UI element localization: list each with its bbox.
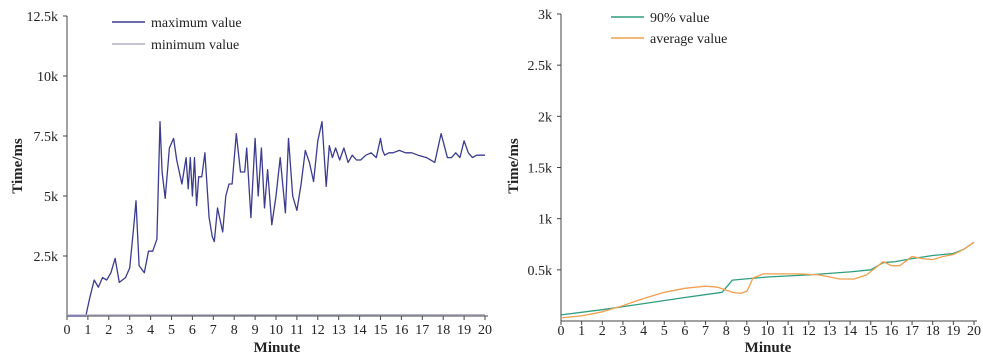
x-tick-label: 18	[436, 323, 450, 338]
x-tick-label: 2	[599, 324, 606, 339]
x-tick-label: 6	[189, 323, 196, 338]
x-tick-label: 3	[126, 323, 133, 338]
y-tick-label: 2k	[538, 110, 552, 125]
y-tick-label: 1k	[538, 213, 552, 228]
x-tick-label: 6	[681, 324, 688, 339]
x-tick-label: 10	[761, 324, 775, 339]
legend-label-90pct: 90% value	[650, 11, 709, 26]
legend-label-maximum: maximum value	[151, 16, 242, 31]
x-tick-label: 9	[743, 324, 750, 339]
legend-right: 90% value average value	[611, 11, 727, 47]
x-tick-label: 7	[702, 324, 709, 339]
x-tick-label: 5	[168, 323, 175, 338]
x-tick-label: 0	[64, 323, 71, 338]
y-tick-label: 2.5k	[528, 59, 553, 74]
x-tick-label: 19	[457, 323, 471, 338]
y-tick-label: 7.5k	[34, 130, 59, 145]
x-axis-title: Minute	[254, 340, 301, 356]
x-tick-label: 19	[946, 324, 960, 339]
series-right	[561, 242, 974, 318]
x-tick-label: 11	[781, 324, 794, 339]
y-tick-label: 12.5k	[27, 10, 59, 25]
x-tick-label: 2	[105, 323, 112, 338]
x-tick-label: 16	[394, 323, 408, 338]
x-tick-label: 10	[269, 323, 283, 338]
x-tick-label: 4	[640, 324, 647, 339]
y-axis-title: Time/ms	[506, 138, 522, 194]
x-tick-label: 8	[723, 324, 730, 339]
series-line-maximum-value	[67, 122, 485, 316]
y-tick-label: 2.5k	[34, 250, 59, 265]
x-tick-label: 20	[478, 323, 492, 338]
y-tick-label: 10k	[37, 70, 58, 85]
x-tick-label: 16	[884, 324, 898, 339]
x-tick-label: 14	[353, 323, 367, 338]
x-tick-label: 15	[374, 323, 388, 338]
series-line-90-value	[561, 242, 974, 315]
x-tick-label: 17	[415, 323, 429, 338]
x-tick-label: 20	[967, 324, 981, 339]
y-tick-label: 3k	[538, 8, 552, 23]
y-ticks-right: 0.5k 1k 1.5k 2k 2.5k 3k	[528, 8, 562, 279]
x-tick-label: 18	[926, 324, 940, 339]
y-tick-label: 0.5k	[528, 264, 553, 279]
y-axis-title: Time/ms	[10, 138, 26, 194]
y-ticks-left: 2.5k 5k 7.5k 10k 12.5k	[27, 10, 68, 265]
x-tick-label: 15	[864, 324, 878, 339]
x-tick-label: 1	[84, 323, 91, 338]
x-tick-label: 1	[578, 324, 585, 339]
x-axis-title: Minute	[745, 340, 792, 356]
x-tick-label: 3	[619, 324, 626, 339]
x-tick-label: 9	[252, 323, 259, 338]
x-tick-label: 12	[802, 324, 816, 339]
x-tick-label: 17	[905, 324, 919, 339]
y-tick-label: 5k	[44, 190, 58, 205]
x-tick-label: 13	[822, 324, 836, 339]
x-tick-label: 7	[210, 323, 217, 338]
x-tick-label: 11	[290, 323, 303, 338]
x-tick-label: 13	[332, 323, 346, 338]
y-tick-label: 1.5k	[528, 162, 553, 177]
series-left	[67, 122, 485, 316]
legend-left: maximum value minimum value	[112, 16, 242, 53]
x-tick-label: 12	[311, 323, 325, 338]
x-tick-label: 8	[231, 323, 238, 338]
x-tick-label: 5	[661, 324, 668, 339]
legend-label-average: average value	[650, 32, 727, 47]
x-tick-label: 14	[843, 324, 857, 339]
x-tick-label: 0	[558, 324, 565, 339]
legend-label-minimum: minimum value	[151, 38, 239, 53]
x-tick-label: 4	[147, 323, 154, 338]
